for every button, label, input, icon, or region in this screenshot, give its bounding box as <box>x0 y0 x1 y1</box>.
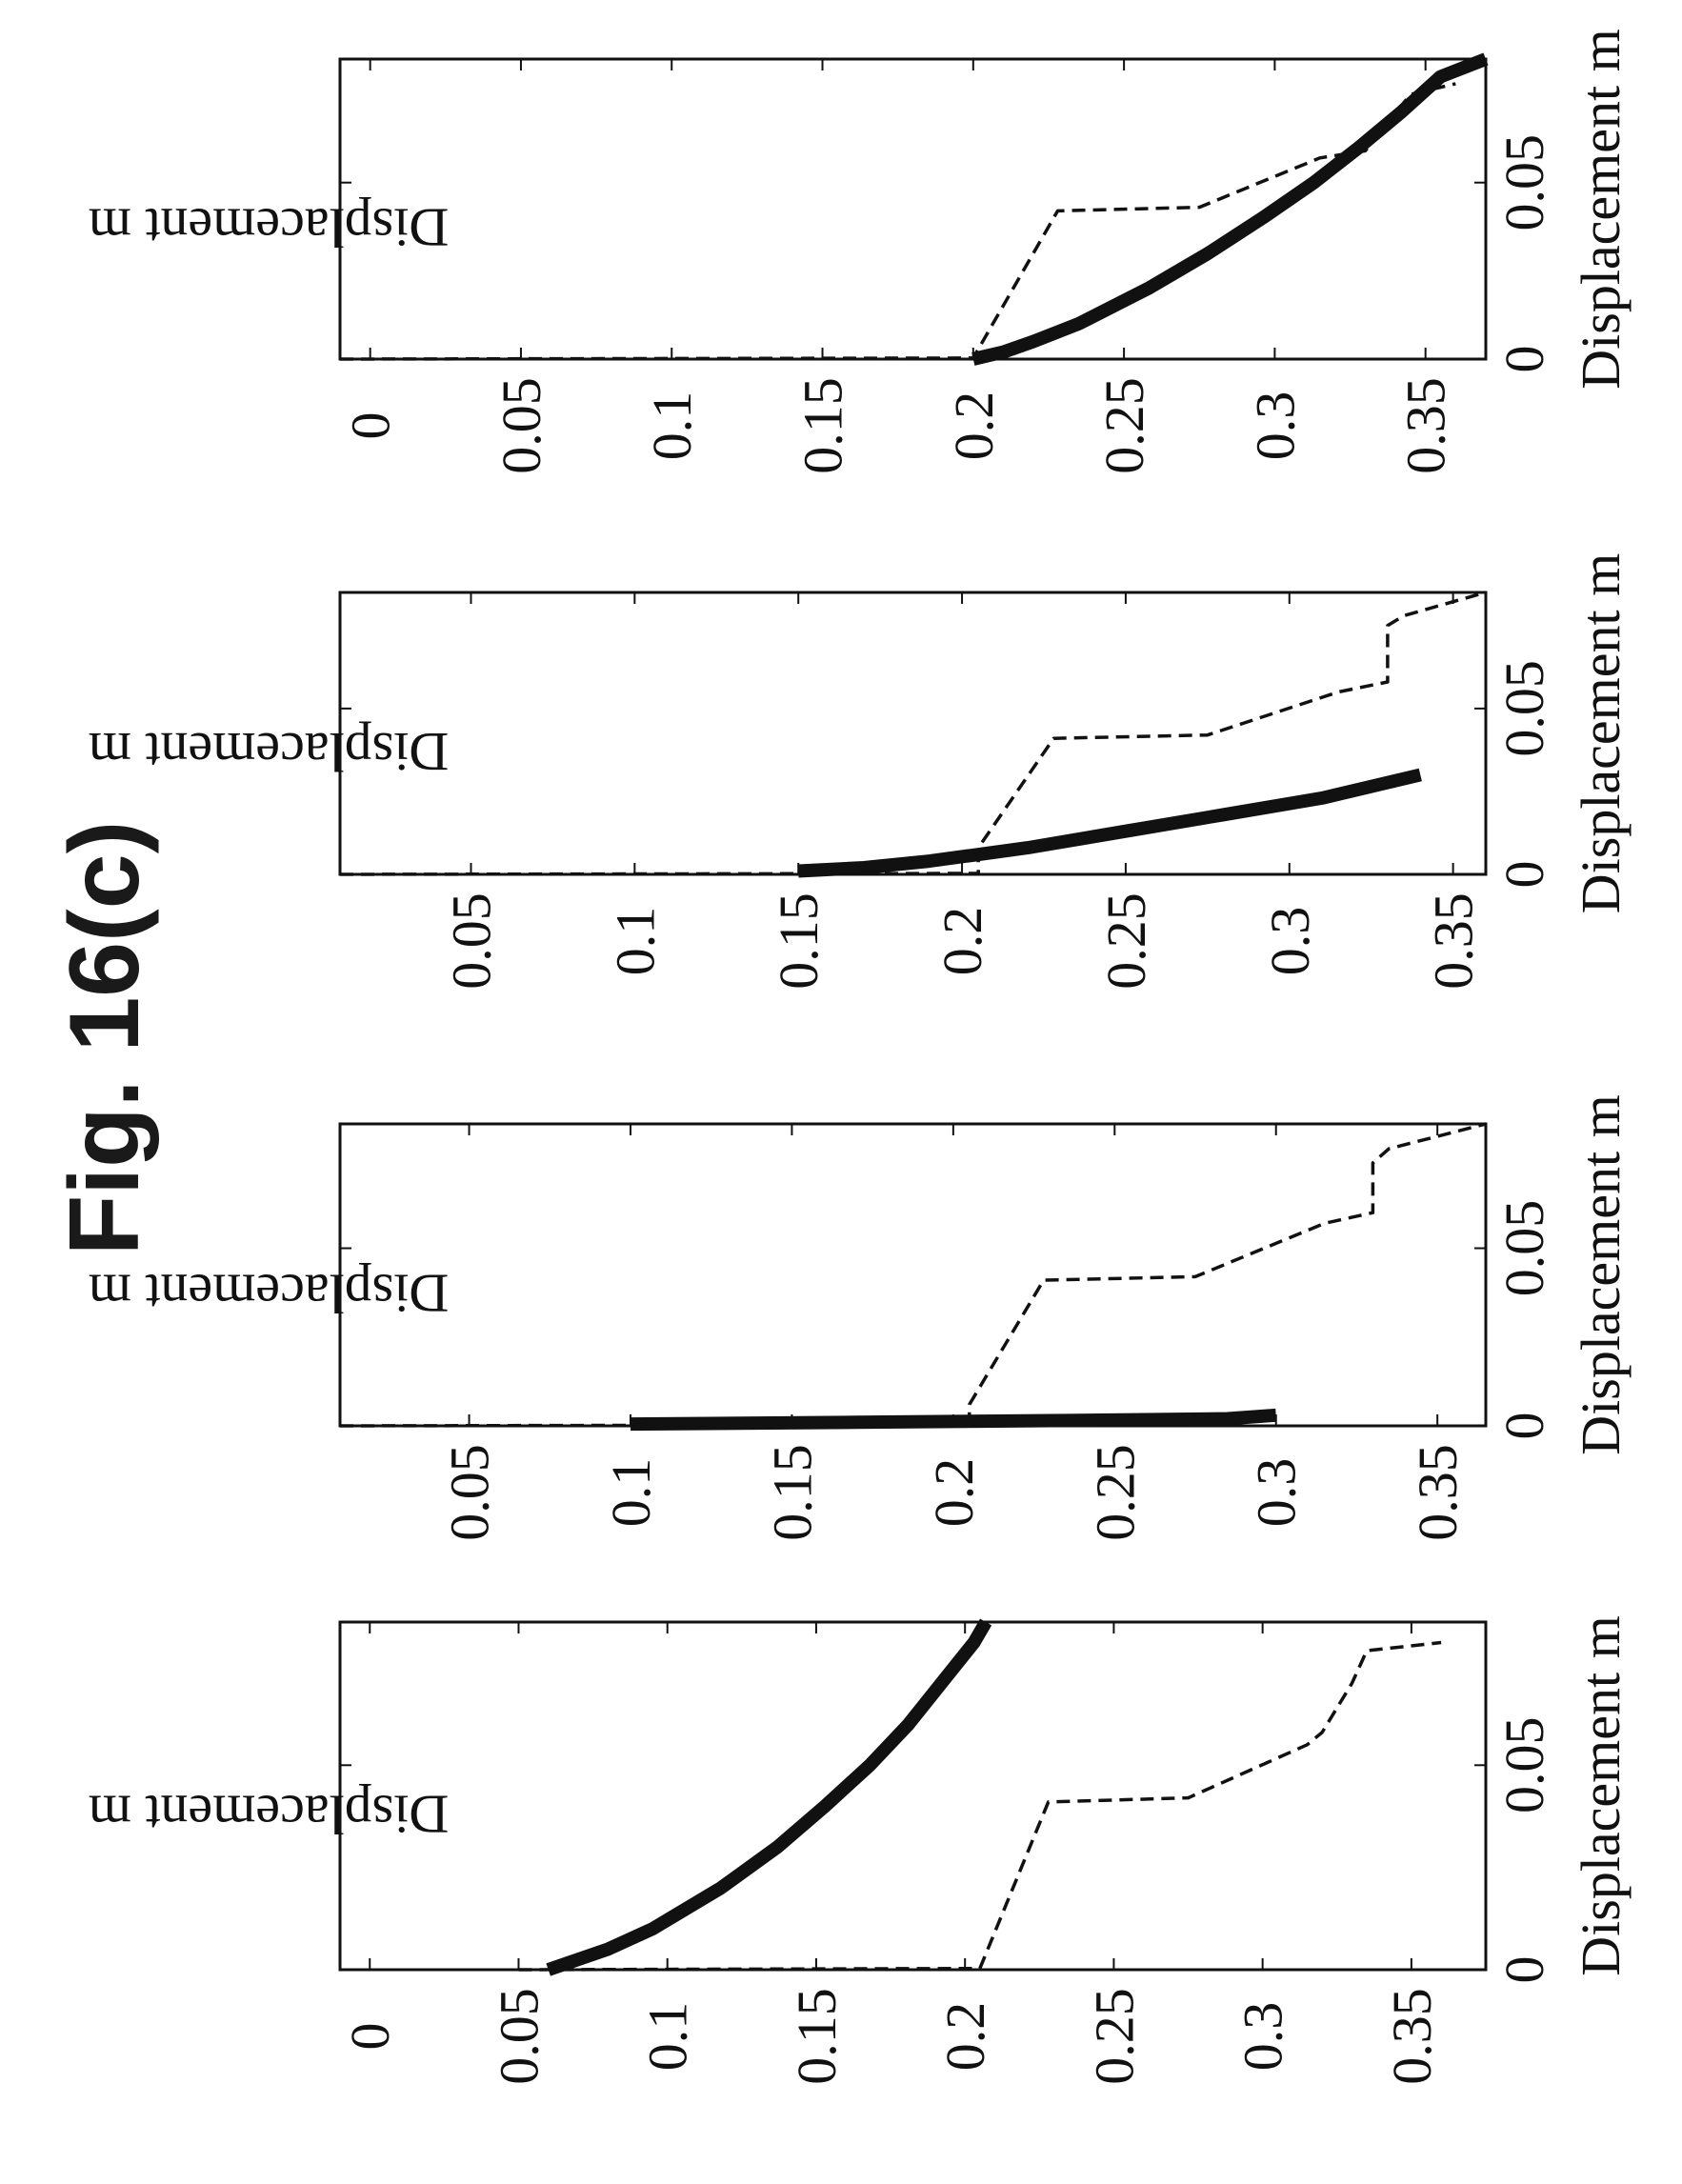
y-axis-label: Displacement m <box>89 1784 450 1846</box>
tick-label: 0.3 <box>1259 907 1321 976</box>
tick-label: 0.1 <box>641 391 703 461</box>
tick-label: 0.2 <box>934 2002 996 2072</box>
series-line-dashed <box>339 1122 1487 1428</box>
tick-label: 0.05 <box>1493 134 1555 231</box>
series-line-solid <box>797 768 1422 878</box>
tick-label: 0.05 <box>440 892 502 990</box>
tick-label: 0.05 <box>439 1444 501 1541</box>
series-line-solid <box>546 1618 992 1976</box>
plot-frame <box>338 57 1488 361</box>
tick-label: 0.25 <box>1083 1988 1145 2085</box>
tick-label: 0 <box>1493 861 1555 889</box>
tick-label: 0.05 <box>1493 1200 1555 1297</box>
tick-label: 0.2 <box>943 391 1005 461</box>
series-line-dashed <box>518 1640 1442 1972</box>
x-axis-label: Displacement m <box>1570 1615 1632 1976</box>
series-line-solid <box>630 1408 1277 1432</box>
tick-label: 0.3 <box>1232 2002 1294 2072</box>
y-axis-label: Displacement m <box>89 721 450 783</box>
tick-label: 0.15 <box>768 892 830 990</box>
tick-label: 0 <box>1493 1956 1555 1984</box>
tick-label: 0.25 <box>1093 377 1155 474</box>
tick-label: 0.3 <box>1246 1458 1308 1528</box>
tick-label: 0.15 <box>792 377 854 474</box>
series-line-solid <box>971 52 1489 366</box>
tick-label: 0.25 <box>1095 892 1157 990</box>
tick-label: 0.2 <box>931 907 993 976</box>
y-axis-label: Displacement m <box>89 1263 450 1325</box>
tick-label: 0.1 <box>600 1458 662 1528</box>
tick-label: 0 <box>339 2023 401 2051</box>
tick-label: 0.1 <box>637 2002 699 2072</box>
x-axis-label: Displacement m <box>1570 1094 1632 1455</box>
tick-label: 0.35 <box>1423 892 1485 990</box>
x-axis-label: Displacement m <box>1570 553 1632 914</box>
tick-label: 0.25 <box>1084 1444 1146 1541</box>
plot-frame <box>338 1620 1488 1972</box>
y-axis-label: Displacement m <box>89 197 450 259</box>
tick-label: 0 <box>1493 346 1555 373</box>
plot-frame <box>338 1122 1488 1428</box>
plot-frame <box>338 591 1488 876</box>
tick-label: 0.05 <box>1493 1717 1555 1814</box>
tick-label: 0.05 <box>488 1988 550 2085</box>
tick-label: 0 <box>1493 1413 1555 1440</box>
tick-label: 0.35 <box>1395 377 1457 474</box>
figure-title: Fig. 16(c) <box>50 821 160 1256</box>
tick-label: 0.15 <box>761 1444 823 1541</box>
series-line-dashed <box>339 591 1487 876</box>
series-line-dashed <box>339 82 1456 361</box>
tick-label: 0.1 <box>604 907 666 976</box>
tick-label: 0 <box>340 412 402 440</box>
tick-label: 0.05 <box>1493 660 1555 757</box>
tick-label: 0.35 <box>1381 1988 1443 2085</box>
tick-label: 0.15 <box>786 1988 848 2085</box>
tick-label: 0.35 <box>1407 1444 1469 1541</box>
tick-label: 0.3 <box>1244 391 1306 461</box>
tick-label: 0.2 <box>923 1458 985 1528</box>
x-axis-label: Displacement m <box>1570 29 1632 390</box>
tick-label: 0.05 <box>491 377 552 474</box>
